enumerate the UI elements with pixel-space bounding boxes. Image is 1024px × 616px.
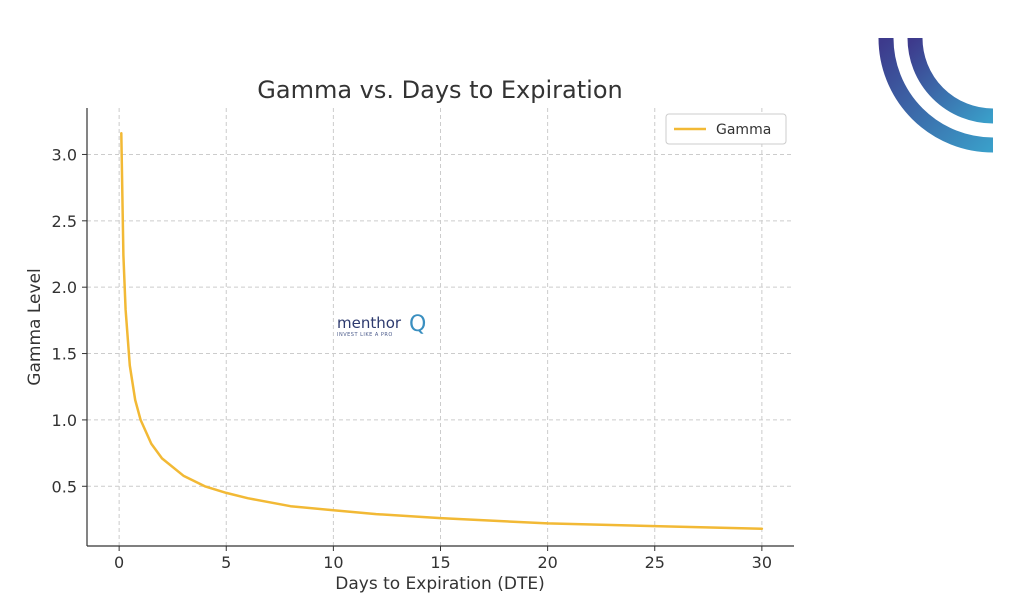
- x-tick-label: 15: [430, 553, 450, 572]
- legend-box: [665, 113, 787, 145]
- x-axis-label: Days to Expiration (DTE): [335, 574, 544, 594]
- series: [120, 131, 764, 530]
- y-tick-label: 3.0: [52, 145, 77, 164]
- corner-logo: [878, 37, 994, 153]
- x-tick-label: 25: [645, 553, 665, 572]
- x-tick-label: 0: [114, 553, 124, 572]
- grid-lines: [87, 108, 794, 546]
- watermark-tagline: INVEST LIKE A PRO: [337, 332, 393, 338]
- watermark-letter: Q: [409, 312, 426, 337]
- y-tick-label: 2.0: [52, 278, 77, 297]
- x-tick-label: 20: [537, 553, 557, 572]
- menthor-watermark: menthor Q INVEST LIKE A PRO: [337, 312, 426, 338]
- y-axis-label: Gamma Level: [25, 268, 45, 385]
- chart-title: Gamma vs. Days to Expiration: [257, 76, 622, 104]
- legend: Gamma: [665, 113, 787, 145]
- y-tick-label: 1.5: [52, 345, 77, 364]
- watermark-brand: menthor: [337, 314, 402, 332]
- series-line-gamma: [120, 131, 764, 530]
- y-tick-label: 1.0: [52, 411, 77, 430]
- ticks: 0 5 10 15 20 25 30 0.5 1.0 1.5 2.0 2.5 3.0: [52, 145, 772, 572]
- legend-label: Gamma: [716, 122, 771, 138]
- x-tick-label: 10: [323, 553, 343, 572]
- x-tick-label: 30: [752, 553, 772, 572]
- y-tick-label: 0.5: [52, 477, 77, 496]
- x-tick-label: 5: [221, 553, 231, 572]
- y-tick-label: 2.5: [52, 212, 77, 231]
